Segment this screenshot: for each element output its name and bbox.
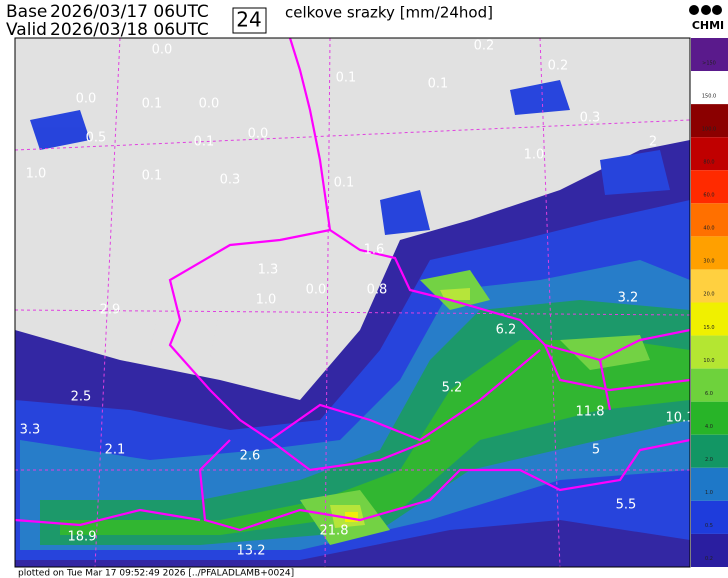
- legend-label: 10.0: [703, 358, 714, 364]
- map-value-label: 0.1: [334, 176, 355, 191]
- map-value-label: 0.0: [248, 127, 269, 142]
- map-value-label: 3.2: [618, 291, 639, 306]
- legend-label: 15.0: [703, 325, 714, 331]
- legend-swatch: [691, 368, 728, 402]
- legend-swatch: [691, 269, 728, 303]
- map-value-label: 1.0: [256, 293, 277, 308]
- legend-swatch: [691, 170, 728, 204]
- map-value-label: 0.1: [142, 97, 163, 112]
- map-value-label: 0.0: [152, 43, 173, 58]
- legend-swatch: [691, 302, 728, 336]
- map-value-label: 11.8: [576, 405, 605, 420]
- logo-mark: [689, 5, 699, 15]
- legend-swatch: [691, 203, 728, 237]
- legend-swatch: [691, 137, 728, 171]
- map-value-label: 0.2: [548, 59, 569, 74]
- map-value-label: 2.1: [105, 443, 126, 458]
- map-value-label: 13.2: [237, 544, 266, 559]
- map-value-label: 5.5: [616, 498, 637, 513]
- footer: plotted on Tue Mar 17 09:52:49 2026 [../…: [18, 569, 294, 578]
- legend-label: >150: [702, 60, 716, 66]
- legend-label: 100.0: [702, 126, 716, 132]
- legend-swatch: [691, 104, 728, 138]
- map-value-label: 2.5: [71, 390, 92, 405]
- map-value-label: 1.6: [364, 243, 385, 258]
- legend-label: 4.0: [705, 424, 713, 430]
- logo-mark: [712, 5, 722, 15]
- legend-swatch: [691, 467, 728, 501]
- map: 0.0 0.1 0.1 0.2 0.2 0.0 0.1 0.0 0.5 0.1 0.0 0.3 0.1 0…: [14, 37, 695, 568]
- map-frame: [14, 37, 691, 568]
- legend-swatch: [691, 236, 728, 270]
- map-value-label: 5: [592, 443, 600, 458]
- map-value-label: 0.5: [86, 131, 107, 146]
- legend-swatch: [691, 500, 728, 534]
- legend-swatch: [691, 38, 728, 72]
- map-value-label: 18.9: [68, 530, 97, 545]
- borders: [14, 37, 691, 532]
- legend-label: 60.0: [703, 193, 714, 199]
- map-value-label: 3.3: [20, 423, 41, 438]
- base-label: Base: [6, 2, 47, 22]
- legend-swatch: [691, 71, 728, 105]
- map-value-label: 1.0: [26, 167, 47, 182]
- legend-label: 1.0: [705, 490, 713, 496]
- legend-swatch: [691, 335, 728, 369]
- map-value-label: 0.8: [367, 283, 388, 298]
- map-value-label: 0.1: [142, 169, 163, 184]
- graticule: [14, 37, 691, 568]
- legend-label: 40.0: [703, 226, 714, 232]
- map-value-label: 5.2: [442, 381, 463, 396]
- legend-label: 30.0: [703, 259, 714, 265]
- legend-label: 0.2: [705, 556, 713, 562]
- map-value-label: 0.0: [306, 283, 327, 298]
- hours: 24: [236, 8, 261, 32]
- legend-swatch: [691, 533, 728, 567]
- legend-label: 0.5: [705, 523, 713, 529]
- hours-box: [232, 7, 267, 34]
- map-value-label: 0.1: [194, 135, 215, 150]
- valid-time: 2026/03/18 06UTC: [50, 20, 209, 40]
- map-value-label: 0.1: [428, 77, 449, 92]
- legend-label: 80.0: [703, 159, 714, 165]
- map-value-label: 2.9: [100, 303, 121, 318]
- legend-swatch: [691, 434, 728, 468]
- legend: >150 150.0 100.0 80.0 60.0 40.0 30.0 20.0 15.0 10…: [691, 38, 728, 567]
- map-value-label: 1.3: [258, 263, 279, 278]
- map-value-label: 21.8: [320, 524, 349, 539]
- legend-label: 150.0: [702, 93, 716, 99]
- map-value-label: 2.6: [240, 449, 261, 464]
- map-value-label: 10.1: [666, 411, 695, 426]
- legend-swatch: [691, 401, 728, 435]
- title: celkove srazky [mm/24hod]: [285, 4, 493, 22]
- map-value-label: 2: [649, 135, 657, 150]
- map-value-label: 1.0: [524, 148, 545, 163]
- logo-text: CHMI: [692, 19, 724, 32]
- map-value-label: 0.3: [580, 111, 601, 126]
- map-value-label: 0.3: [220, 173, 241, 188]
- map-value-label: 6.2: [496, 323, 517, 338]
- map-value-label: 0.0: [199, 97, 220, 112]
- map-value-label: 0.2: [474, 39, 495, 54]
- map-value-label: 0.0: [76, 92, 97, 107]
- map-value-label: 0.1: [336, 71, 357, 86]
- header: Base 2026/03/17 06UTC Valid 2026/03/18 0…: [6, 2, 724, 40]
- base-time: 2026/03/17 06UTC: [50, 2, 209, 22]
- legend-label: 20.0: [703, 292, 714, 298]
- legend-label: 2.0: [705, 457, 713, 463]
- logo-mark: [701, 5, 711, 15]
- valid-label: Valid: [6, 20, 47, 40]
- legend-label: 6.0: [705, 391, 713, 397]
